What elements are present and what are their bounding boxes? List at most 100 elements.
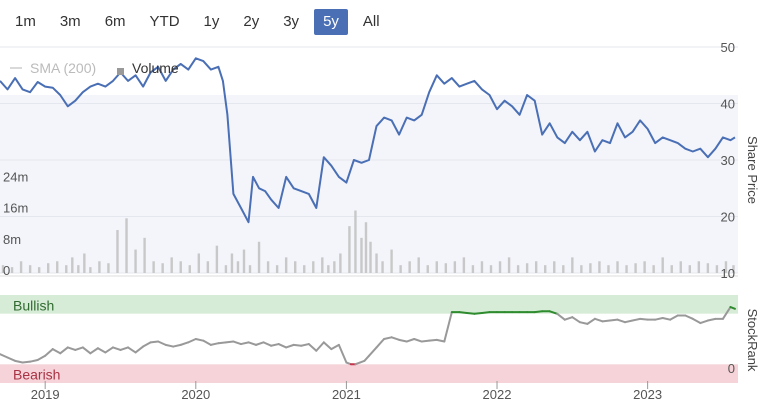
stockrank-segment[interactable] [639, 317, 649, 321]
sma-legend-label[interactable]: SMA (200) [30, 60, 96, 76]
stockrank-segment[interactable] [44, 348, 54, 357]
stockrank-segment[interactable] [661, 317, 672, 321]
volume-bar[interactable] [360, 237, 363, 273]
range-button-2y[interactable]: 2y [234, 9, 268, 35]
stockrank-segment[interactable] [134, 345, 145, 354]
stockrank-segment[interactable] [390, 336, 401, 341]
stockrank-segment[interactable] [315, 341, 325, 352]
stockrank-segment[interactable] [563, 316, 574, 321]
stockrank-segment[interactable] [322, 341, 333, 351]
range-button-ytd[interactable]: YTD [141, 9, 189, 35]
volume-bar[interactable] [89, 267, 92, 273]
volume-bar[interactable] [10, 267, 14, 273]
volume-bar[interactable] [333, 261, 336, 273]
stockrank-segment[interactable] [669, 314, 679, 321]
volume-bar[interactable] [284, 257, 288, 273]
stockrank-segment[interactable] [420, 339, 431, 343]
price-line[interactable] [0, 57, 736, 224]
volume-bar[interactable] [444, 263, 448, 273]
volume-bar[interactable] [71, 257, 74, 273]
volume-bar[interactable] [125, 218, 128, 273]
stockrank-segment[interactable] [383, 336, 393, 340]
volume-bar[interactable] [275, 265, 279, 273]
volume-bar[interactable] [525, 263, 529, 273]
volume-bar[interactable] [589, 263, 592, 273]
stockrank-segment[interactable] [239, 341, 250, 346]
volume-bar[interactable] [625, 265, 628, 273]
stockrank-segment[interactable] [157, 340, 167, 346]
range-button-6m[interactable]: 6m [96, 9, 135, 35]
volume-bar[interactable] [83, 253, 86, 273]
stockrank-segment[interactable] [224, 340, 235, 344]
stockrank-segment[interactable] [337, 343, 348, 364]
stockrank-segment[interactable] [435, 338, 446, 343]
volume-bar[interactable] [161, 263, 164, 273]
stockrank-segment[interactable] [194, 338, 205, 342]
volume-bar[interactable] [697, 261, 701, 273]
volume-bar[interactable] [56, 261, 59, 273]
volume-bar[interactable] [652, 265, 655, 273]
volume-bar[interactable] [706, 263, 710, 273]
stockrank-segment[interactable] [465, 311, 476, 315]
volume-bar[interactable] [65, 265, 68, 273]
volume-bar[interactable] [417, 257, 420, 273]
volume-bar[interactable] [462, 257, 466, 273]
volume-bar[interactable] [471, 265, 475, 273]
stockrank-segment[interactable] [127, 346, 137, 354]
stockrank-segment[interactable] [179, 341, 190, 346]
volume-bar[interactable] [553, 261, 556, 273]
volume-bar[interactable] [107, 263, 110, 273]
stockrank-segment[interactable] [277, 343, 288, 349]
volume-bar[interactable] [688, 265, 692, 273]
stockrank-segment[interactable] [363, 354, 370, 362]
volume-bar[interactable] [375, 253, 378, 273]
volume-bar[interactable] [152, 261, 155, 273]
range-button-3y[interactable]: 3y [274, 9, 308, 35]
volume-legend-label[interactable]: Volume [132, 60, 179, 76]
volume-bar[interactable] [303, 265, 306, 273]
volume-bar[interactable] [339, 253, 342, 273]
range-button-1y[interactable]: 1y [195, 9, 229, 35]
stockrank-segment[interactable] [458, 311, 468, 314]
stockrank-segment[interactable] [691, 317, 702, 325]
volume-bar[interactable] [197, 253, 201, 273]
stockrank-segment[interactable] [428, 338, 438, 342]
volume-bar[interactable] [257, 241, 261, 273]
volume-bar[interactable] [516, 265, 520, 273]
stockrank-segment[interactable] [548, 310, 559, 315]
stockrank-segment[interactable] [608, 318, 619, 322]
stockrank-segment[interactable] [307, 343, 318, 352]
stockrank-segment[interactable] [721, 306, 732, 320]
volume-bar[interactable] [46, 263, 50, 273]
stockrank-segment[interactable] [232, 340, 242, 346]
stockrank-segment[interactable] [255, 341, 265, 346]
stockrank-segment[interactable] [164, 343, 175, 348]
volume-bar[interactable] [534, 261, 538, 273]
stockrank-segment[interactable] [285, 343, 295, 349]
volume-bar[interactable] [634, 263, 637, 273]
volume-bar[interactable] [116, 230, 119, 273]
volume-bar[interactable] [224, 265, 228, 273]
volume-bar[interactable] [732, 265, 735, 273]
stockrank-segment[interactable] [0, 353, 9, 359]
stockrank-segment[interactable] [36, 354, 47, 361]
stockrank-segment[interactable] [142, 341, 152, 348]
volume-bar[interactable] [354, 210, 357, 274]
range-button-all[interactable]: All [354, 9, 389, 35]
volume-bar[interactable] [294, 261, 297, 273]
stockrank-segment[interactable] [209, 342, 220, 346]
volume-bar[interactable] [188, 265, 191, 273]
stockrank-segment[interactable] [59, 346, 69, 355]
stockrank-segment[interactable] [624, 319, 634, 324]
volume-bar[interactable] [498, 261, 502, 273]
stockrank-segment[interactable] [654, 317, 664, 321]
stockrank-segment[interactable] [172, 343, 182, 348]
range-button-3m[interactable]: 3m [51, 9, 90, 35]
stockrank-segment[interactable] [601, 319, 611, 323]
volume-bar[interactable] [1, 265, 5, 273]
volume-bar[interactable] [77, 265, 80, 273]
volume-bar[interactable] [364, 222, 368, 273]
volume-legend-swatch[interactable] [117, 68, 124, 75]
volume-bar[interactable] [679, 261, 682, 273]
volume-bar[interactable] [321, 257, 324, 273]
